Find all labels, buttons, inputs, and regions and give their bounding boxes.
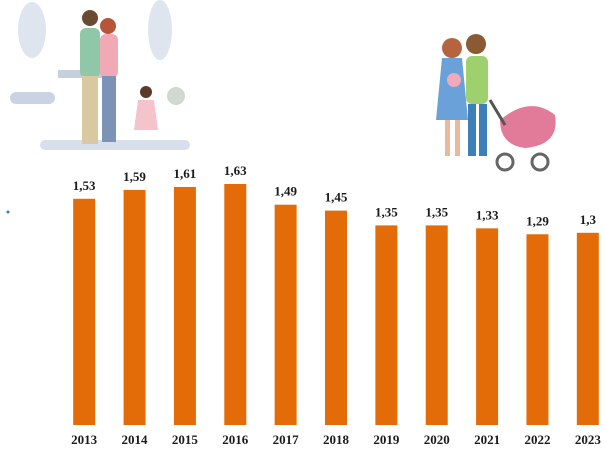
bar <box>174 187 196 425</box>
x-tick-label: 2022 <box>524 432 550 447</box>
x-tick-label: 2020 <box>424 432 450 447</box>
bar <box>375 225 397 425</box>
bar <box>275 205 297 425</box>
dot <box>7 211 10 214</box>
value-label: 1,33 <box>476 207 499 222</box>
bar <box>124 190 146 425</box>
x-tick-label: 2019 <box>373 432 400 447</box>
bar <box>426 225 448 425</box>
x-tick-label: 2018 <box>323 432 350 447</box>
x-tick-label: 2016 <box>222 432 249 447</box>
bar <box>224 184 246 425</box>
stroller-illustration <box>436 34 556 170</box>
value-label: 1,61 <box>174 166 197 181</box>
bar <box>526 234 548 425</box>
value-label: 1,53 <box>73 178 96 193</box>
value-label: 1,63 <box>224 163 247 178</box>
value-label: 1,45 <box>325 190 348 205</box>
bar <box>476 228 498 425</box>
x-tick-label: 2013 <box>71 432 98 447</box>
value-label: 1,35 <box>375 204 398 219</box>
value-label: 1,49 <box>274 184 297 199</box>
x-tick-label: 2015 <box>172 432 199 447</box>
value-label: 1,29 <box>526 213 549 228</box>
x-tick-label: 2021 <box>474 432 500 447</box>
x-tick-label: 2023 <box>575 432 602 447</box>
x-tick-label: 2014 <box>122 432 149 447</box>
value-label: 1,35 <box>425 204 448 219</box>
value-label: 1,3 <box>580 212 597 227</box>
bar <box>325 211 347 425</box>
value-label: 1,59 <box>123 169 146 184</box>
bar <box>73 199 95 425</box>
family-illustration <box>10 0 190 150</box>
x-tick-label: 2017 <box>273 432 300 447</box>
chart: 1,53 2013 1,59 2014 1,61 2015 1,63 2016 1,49 2017… <box>0 0 605 450</box>
bar <box>577 233 599 425</box>
